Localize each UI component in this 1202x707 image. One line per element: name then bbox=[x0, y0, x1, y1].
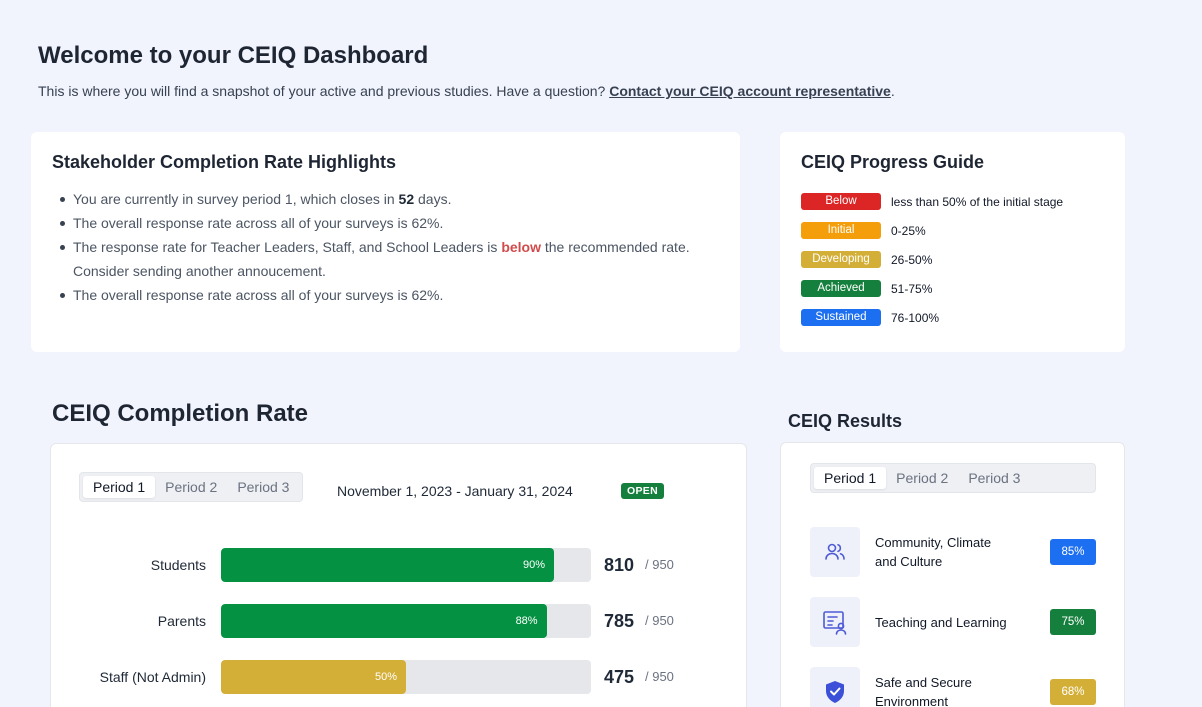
results-period-tabs: Period 1 Period 2 Period 3 bbox=[810, 463, 1096, 493]
completion-rate-title: CEIQ Completion Rate bbox=[52, 400, 309, 427]
highlight-text: days. bbox=[414, 191, 452, 207]
response-total: / 950 bbox=[645, 557, 674, 572]
guide-row-achieved: Achieved 51-75% bbox=[801, 274, 1104, 303]
progress-fill: 90% bbox=[221, 548, 554, 582]
guide-text: 0-25% bbox=[891, 223, 926, 238]
response-total: / 950 bbox=[645, 613, 674, 628]
highlight-item: The overall response rate across all of … bbox=[52, 211, 712, 235]
period-tabs: Period 1 Period 2 Period 3 bbox=[79, 472, 304, 502]
response-count: 785 bbox=[604, 611, 635, 631]
response-total: / 950 bbox=[645, 669, 674, 684]
tab-period-2[interactable]: Period 2 bbox=[896, 470, 949, 486]
highlights-list: You are currently in survey period 1, wh… bbox=[52, 187, 719, 307]
date-range: November 1, 2023 - January 31, 2024 bbox=[337, 483, 573, 499]
completion-rate-card: Period 1 Period 2 Period 3 November 1, 2… bbox=[50, 443, 747, 707]
result-label: Community, Climate and Culture bbox=[875, 535, 992, 569]
page-subtitle: This is where you will find a snapshot o… bbox=[38, 83, 895, 99]
guide-badge: Achieved bbox=[801, 280, 881, 297]
below-emphasis: below bbox=[501, 239, 541, 255]
subtitle-text: This is where you will find a snapshot o… bbox=[38, 83, 610, 99]
result-label: Teaching and Learning bbox=[875, 614, 1007, 630]
days-remaining: 52 bbox=[398, 191, 415, 207]
guide-badge: Below bbox=[801, 193, 881, 210]
page-title: Welcome to your CEIQ Dashboard bbox=[38, 42, 429, 69]
highlight-item: You are currently in survey period 1, wh… bbox=[52, 187, 712, 211]
tab-period-1[interactable]: Period 1 bbox=[83, 476, 156, 498]
completion-row-students: Students 90% 810 / 950 bbox=[51, 548, 748, 582]
highlight-item: The response rate for Teacher Leaders, S… bbox=[52, 235, 712, 283]
tab-period-3[interactable]: Period 3 bbox=[237, 479, 290, 495]
teaching-icon bbox=[810, 597, 860, 647]
highlight-text: You are currently in survey period 1, wh… bbox=[73, 191, 399, 207]
results-title: CEIQ Results bbox=[788, 411, 903, 431]
progress-track: 88% bbox=[221, 604, 591, 638]
result-row-community[interactable]: Community, Climate and Culture 85% bbox=[810, 527, 1096, 577]
tab-period-2[interactable]: Period 2 bbox=[165, 479, 218, 495]
status-badge: OPEN bbox=[621, 483, 664, 499]
completion-row-parents: Parents 88% 785 / 950 bbox=[51, 604, 748, 638]
highlight-text: the recommended rate. Consider sending a… bbox=[73, 239, 690, 279]
progress-percent: 50% bbox=[374, 671, 397, 683]
guide-row-initial: Initial 0-25% bbox=[801, 216, 1104, 245]
guide-text: 26-50% bbox=[891, 252, 933, 267]
guide-badge: Developing bbox=[801, 251, 881, 268]
highlights-card: Stakeholder Completion Rate Highlights Y… bbox=[31, 132, 740, 352]
guide-row-below: Below less than 50% of the initial stage bbox=[801, 187, 1104, 216]
shield-icon bbox=[810, 667, 860, 707]
guide-text: less than 50% of the initial stage bbox=[891, 194, 1064, 209]
guide-badge: Sustained bbox=[801, 309, 881, 326]
progress-fill: 50% bbox=[221, 660, 406, 694]
result-score-badge: 85% bbox=[1050, 539, 1096, 565]
subtitle-end: . bbox=[890, 83, 895, 99]
progress-percent: 90% bbox=[522, 559, 545, 571]
results-card: Period 1 Period 2 Period 3 Community, Cl… bbox=[780, 442, 1125, 707]
highlight-text: The overall response rate across all of … bbox=[73, 215, 444, 231]
guide-text: 76-100% bbox=[891, 310, 940, 325]
progress-guide-card: CEIQ Progress Guide Below less than 50% … bbox=[780, 132, 1125, 352]
tab-period-1[interactable]: Period 1 bbox=[814, 467, 887, 489]
highlights-title: Stakeholder Completion Rate Highlights bbox=[52, 152, 397, 172]
guide-title: CEIQ Progress Guide bbox=[801, 152, 985, 172]
guide-row-sustained: Sustained 76-100% bbox=[801, 303, 1104, 332]
result-score-badge: 68% bbox=[1050, 679, 1096, 705]
tab-period-3[interactable]: Period 3 bbox=[968, 470, 1021, 486]
progress-percent: 88% bbox=[515, 615, 538, 627]
row-label: Parents bbox=[157, 613, 206, 629]
row-label: Students bbox=[150, 557, 206, 573]
completion-row-staff: Staff (Not Admin) 50% 475 / 950 bbox=[51, 660, 748, 694]
progress-track: 50% bbox=[221, 660, 591, 694]
result-row-teaching[interactable]: Teaching and Learning 75% bbox=[810, 597, 1096, 647]
highlight-text: The response rate for Teacher Leaders, S… bbox=[73, 239, 502, 255]
result-label: Safe and Secure Environment bbox=[875, 675, 972, 707]
response-count: 810 bbox=[604, 555, 635, 575]
guide-badge: Initial bbox=[801, 222, 881, 239]
highlight-item: The overall response rate across all of … bbox=[52, 283, 712, 307]
guide-row-developing: Developing 26-50% bbox=[801, 245, 1104, 274]
contact-rep-link[interactable]: Contact your CEIQ account representative bbox=[609, 83, 891, 99]
highlight-text: The overall response rate across all of … bbox=[73, 287, 444, 303]
row-label: Staff (Not Admin) bbox=[99, 669, 206, 685]
response-count: 475 bbox=[604, 667, 635, 687]
result-score-badge: 75% bbox=[1050, 609, 1096, 635]
people-icon bbox=[810, 527, 860, 577]
progress-fill: 88% bbox=[221, 604, 547, 638]
progress-track: 90% bbox=[221, 548, 591, 582]
result-row-safe[interactable]: Safe and Secure Environment 68% bbox=[810, 667, 1096, 707]
guide-text: 51-75% bbox=[891, 281, 933, 296]
